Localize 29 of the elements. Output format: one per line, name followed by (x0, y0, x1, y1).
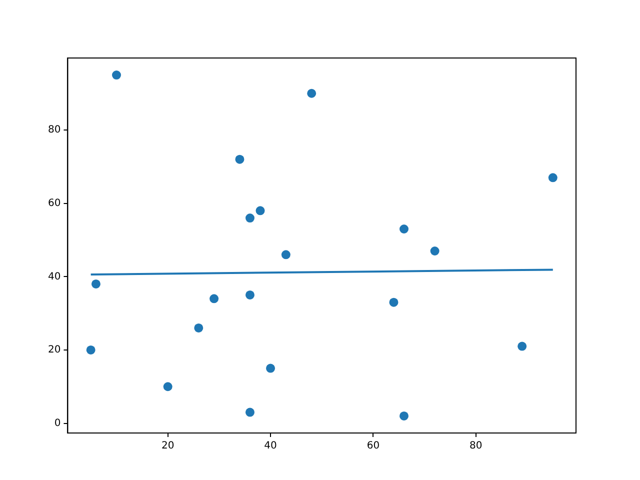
point (245, 214, 254, 223)
point (266, 364, 276, 373)
point (245, 408, 254, 417)
y-tick-label: 0 (54, 418, 61, 429)
y-tick-label: 40 (48, 271, 61, 282)
point (307, 88, 316, 98)
y-tick-label: 20 (48, 344, 61, 356)
x-tick-label: 40 (264, 440, 277, 452)
point (194, 323, 204, 332)
point (112, 70, 121, 80)
point (400, 224, 409, 234)
point (91, 279, 100, 288)
point (86, 345, 96, 354)
point (430, 246, 440, 256)
point (389, 298, 398, 307)
point (400, 411, 409, 420)
y-tick-label: 80 (48, 124, 61, 136)
point (163, 382, 172, 392)
point (210, 294, 219, 304)
point (256, 206, 265, 216)
x-tick-label: 20 (161, 440, 174, 452)
point (245, 290, 254, 300)
x-tick-label: 60 (366, 440, 380, 452)
x-tick-label: 80 (470, 440, 482, 452)
y-tick-label: 60 (48, 198, 61, 209)
point (548, 173, 558, 182)
point (235, 154, 244, 164)
point (518, 342, 527, 351)
point (281, 250, 290, 260)
